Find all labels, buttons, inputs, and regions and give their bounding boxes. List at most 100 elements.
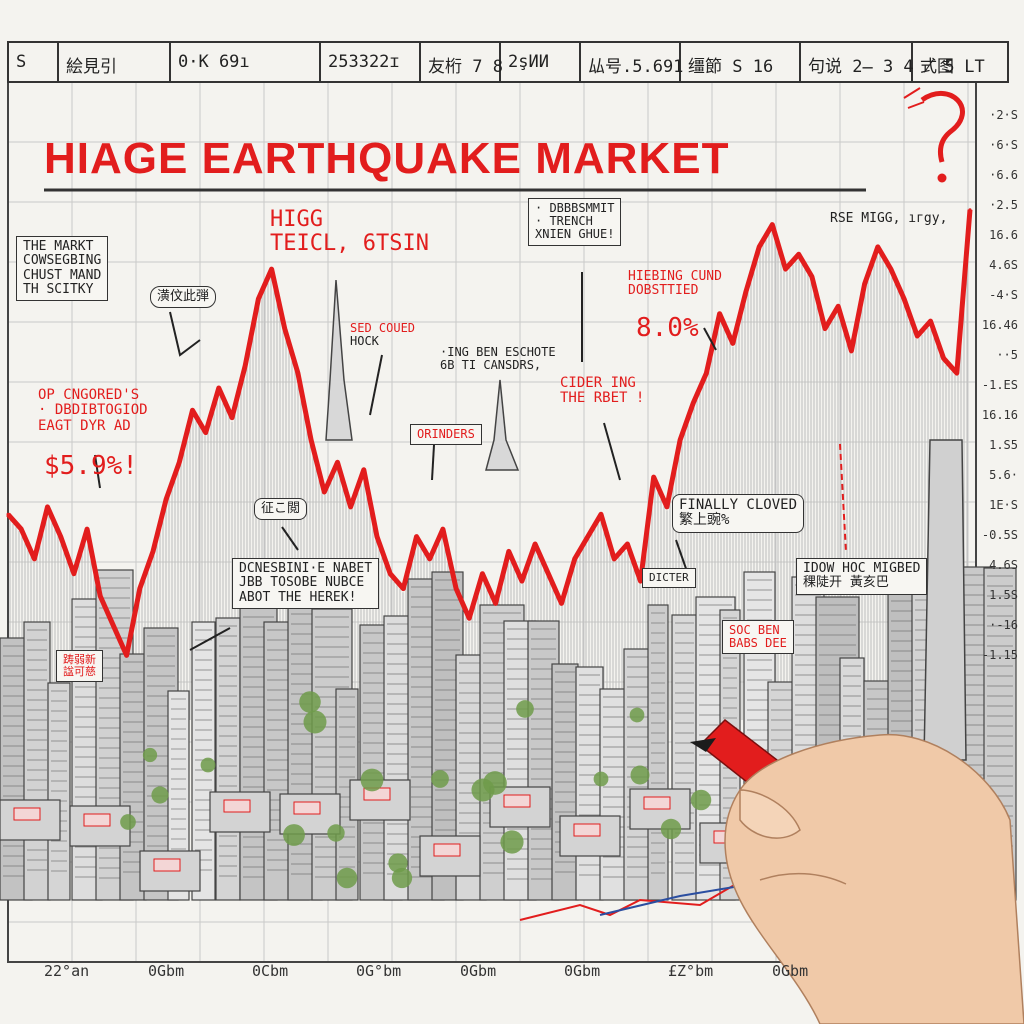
tree (690, 789, 712, 811)
market-note-box: THE MARKT COWSEGBING CHUST MAND TH SCITK… (16, 236, 109, 302)
price-point (415, 535, 418, 539)
y-tick-label: ·2·S (989, 108, 1018, 122)
x-tick-label: 0Gbm (564, 962, 601, 980)
price-point (256, 297, 260, 301)
top-box: · DBBBSMMIT · TRENCH XNIEN GHUE! (528, 198, 622, 246)
y-tick-label: 4.6S (989, 258, 1018, 272)
red-shop-sign (433, 843, 461, 857)
price-point (770, 223, 774, 227)
market-note-line3: CHUST MAND (23, 267, 102, 283)
left-red-line1: OP CNGORED'S (38, 387, 140, 403)
hand-with-marker (690, 719, 1024, 1024)
price-point (625, 542, 629, 546)
left-sign-line2: 諡可慈 (63, 665, 96, 679)
price-point (849, 349, 853, 353)
red-shop-sign (83, 813, 111, 827)
price-point (204, 431, 208, 435)
market-note-line1: THE MARKT (23, 239, 94, 254)
price-point (230, 416, 234, 420)
price-point (942, 356, 946, 360)
soc-box: SOC BEN BABS DEE (722, 620, 794, 655)
price-point (283, 327, 287, 331)
y-tick-label: 1.S5 (989, 438, 1018, 452)
price-point (520, 579, 524, 583)
y-tick-label: 1.5S (989, 588, 1018, 602)
x-tick-label: 0G°bm (356, 962, 402, 980)
red-shop-sign (223, 799, 251, 813)
price-point (836, 304, 840, 308)
price-point (46, 505, 49, 509)
dicter-box: DICTER (642, 568, 696, 589)
price-point (111, 624, 115, 628)
top-box-line3: XNIEN GHUE! (535, 227, 615, 242)
price-point (177, 460, 181, 464)
x-tick-label: £Z°bm (668, 962, 714, 980)
marker-tip (690, 738, 716, 752)
left-sign: 踌弱新 諡可慈 (56, 650, 103, 683)
question-mark-dot (937, 173, 947, 183)
price-point (691, 401, 695, 405)
price-point (243, 364, 247, 368)
y-tick-label: 1E·S (989, 498, 1018, 512)
price-point (322, 490, 326, 494)
price-point (85, 527, 89, 531)
center-box-line3: ABOT THE HEREK! (239, 589, 357, 605)
left-red-line3: EAGT DYR AD (38, 417, 131, 434)
building (47, 682, 71, 901)
price-point (889, 267, 893, 271)
tree (151, 786, 169, 804)
price-point (546, 572, 550, 576)
y-tick-label: ·6·S (989, 138, 1018, 152)
red-shop-sign (293, 801, 321, 815)
ing-note-line1: ·ING BEN ESCHOTE (440, 345, 556, 359)
header-cell: 式图 LT (920, 57, 985, 77)
low-building (69, 805, 131, 847)
price-point (6, 512, 10, 516)
tree (516, 700, 534, 718)
tree (391, 867, 413, 889)
tree (303, 710, 327, 734)
tall-tower-right (923, 439, 967, 761)
building (23, 621, 51, 901)
question-mark-sparks (903, 87, 925, 109)
price-point (863, 282, 867, 286)
soc-box-line2: BABS DEE (729, 636, 787, 651)
center-box-line2: JBB TOSOBE NUBCE (239, 575, 365, 591)
soc-box-line1: SOC BEN (729, 623, 780, 637)
price-point (744, 289, 748, 293)
price-point (533, 542, 537, 546)
x-tick-label: 22°an (44, 962, 90, 980)
price-point (32, 557, 36, 561)
orinders-box: ORINDERS (410, 424, 482, 446)
price-point (480, 572, 484, 576)
tree (336, 867, 358, 889)
cider-note: CIDER ING THE RBET ! (560, 375, 644, 407)
annotation-high: HIGG TEICL, 6TSIN (270, 207, 429, 256)
tree (431, 770, 449, 788)
price-point (19, 527, 23, 531)
closed-note-line2: DOBSTTIED (628, 283, 699, 299)
tree (388, 853, 408, 873)
y-tick-label: -0.5S (981, 528, 1018, 542)
red-shop-sign (503, 794, 531, 808)
y-tick-label: ·-16 (989, 618, 1018, 632)
ing-note: ·ING BEN ESCHOTE 6B TI CANSDRS, (440, 345, 556, 373)
price-point (164, 497, 168, 501)
center-box-line1: DCNESBINI·E NABET (239, 561, 373, 576)
header-cell: S (16, 52, 27, 72)
market-note-line4: TH SCITKY (23, 281, 94, 297)
thumb (739, 789, 801, 839)
red-shop-sign (13, 807, 41, 821)
spire-tower-left (325, 279, 353, 441)
header-cell: 缰節 S 16 (688, 57, 774, 77)
price-point (968, 208, 972, 212)
price-point (665, 505, 669, 509)
price-point (388, 572, 392, 576)
header-cell: 0·K 69ı (178, 52, 250, 72)
price-point (309, 438, 313, 442)
price-point (902, 297, 906, 301)
ing-note-line2: 6B TI CANSDRS, (440, 358, 542, 373)
tree (660, 818, 682, 840)
right-note: RSE MIGG, ıгgу, (830, 211, 948, 226)
